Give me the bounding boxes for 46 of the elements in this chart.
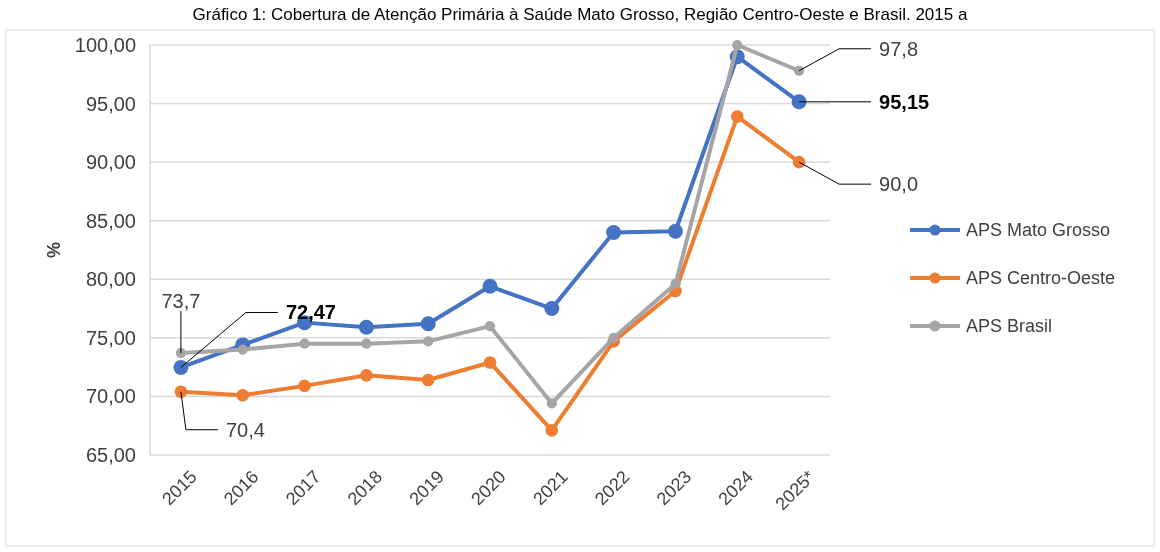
y-tick-label: 65,00	[85, 444, 136, 466]
point	[358, 319, 374, 335]
annotation: 70,4	[225, 418, 265, 441]
point	[173, 359, 189, 375]
legend-label: APS Mato Grosso	[966, 220, 1111, 241]
point	[298, 379, 311, 393]
point	[606, 224, 622, 240]
y-tick-label: 75,00	[85, 326, 136, 349]
point	[546, 398, 557, 409]
point	[608, 332, 619, 343]
y-tick-label: 85,00	[85, 209, 136, 232]
point	[670, 278, 681, 290]
annotation: 95,15	[879, 90, 930, 113]
chart-title: Gráfico 1: Cobertura de Atenção Primária à Saúde Mato Grosso, Região Centro-Oeste e Brasil. 2015 a	[192, 5, 968, 24]
y-tick-label: 90,00	[85, 151, 136, 174]
point	[667, 223, 683, 239]
point	[544, 301, 560, 317]
point	[361, 338, 372, 349]
point	[545, 424, 559, 437]
point	[482, 278, 498, 294]
y-axis-title: %	[44, 241, 64, 259]
point	[236, 388, 250, 402]
point	[360, 369, 373, 382]
y-tick-label: 70,00	[85, 385, 136, 408]
point	[237, 344, 248, 355]
point	[299, 338, 310, 349]
annotation: 72,47	[285, 301, 336, 324]
point	[732, 39, 743, 51]
point	[423, 336, 434, 347]
point	[793, 65, 805, 76]
point	[483, 356, 497, 369]
legend-label: APS Brasil	[966, 316, 1053, 337]
y-tick-label: 80,00	[85, 268, 136, 291]
y-tick-label: 95,00	[85, 92, 136, 115]
point	[484, 321, 496, 332]
point	[791, 94, 807, 110]
annotation: 97,8	[879, 37, 919, 60]
point	[730, 110, 744, 123]
annotation: 73,7	[161, 290, 201, 313]
legend-label: APS Centro-Oeste	[966, 268, 1116, 289]
point	[174, 385, 188, 399]
y-tick-label: 100,00	[74, 34, 136, 56]
annotation: 90,0	[879, 173, 919, 196]
point	[420, 316, 436, 332]
point	[421, 373, 435, 387]
point	[792, 155, 806, 169]
